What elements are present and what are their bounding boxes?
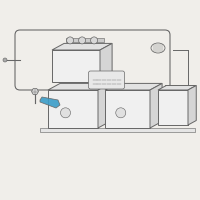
Circle shape [163, 94, 167, 98]
Polygon shape [98, 83, 110, 128]
Polygon shape [100, 43, 112, 82]
Circle shape [60, 108, 70, 118]
Circle shape [91, 37, 98, 44]
Polygon shape [105, 90, 150, 128]
Polygon shape [48, 90, 98, 128]
Polygon shape [48, 83, 110, 90]
Polygon shape [40, 97, 60, 108]
Polygon shape [52, 43, 112, 50]
Polygon shape [66, 38, 104, 42]
Polygon shape [150, 83, 162, 128]
Polygon shape [188, 86, 196, 125]
FancyBboxPatch shape [88, 71, 124, 89]
Circle shape [79, 37, 86, 44]
Polygon shape [158, 86, 196, 90]
Circle shape [67, 37, 74, 44]
Polygon shape [52, 50, 100, 82]
Polygon shape [105, 83, 162, 90]
Circle shape [3, 58, 7, 62]
Polygon shape [32, 88, 38, 95]
Polygon shape [158, 90, 188, 125]
Polygon shape [40, 128, 195, 132]
Circle shape [116, 108, 126, 118]
